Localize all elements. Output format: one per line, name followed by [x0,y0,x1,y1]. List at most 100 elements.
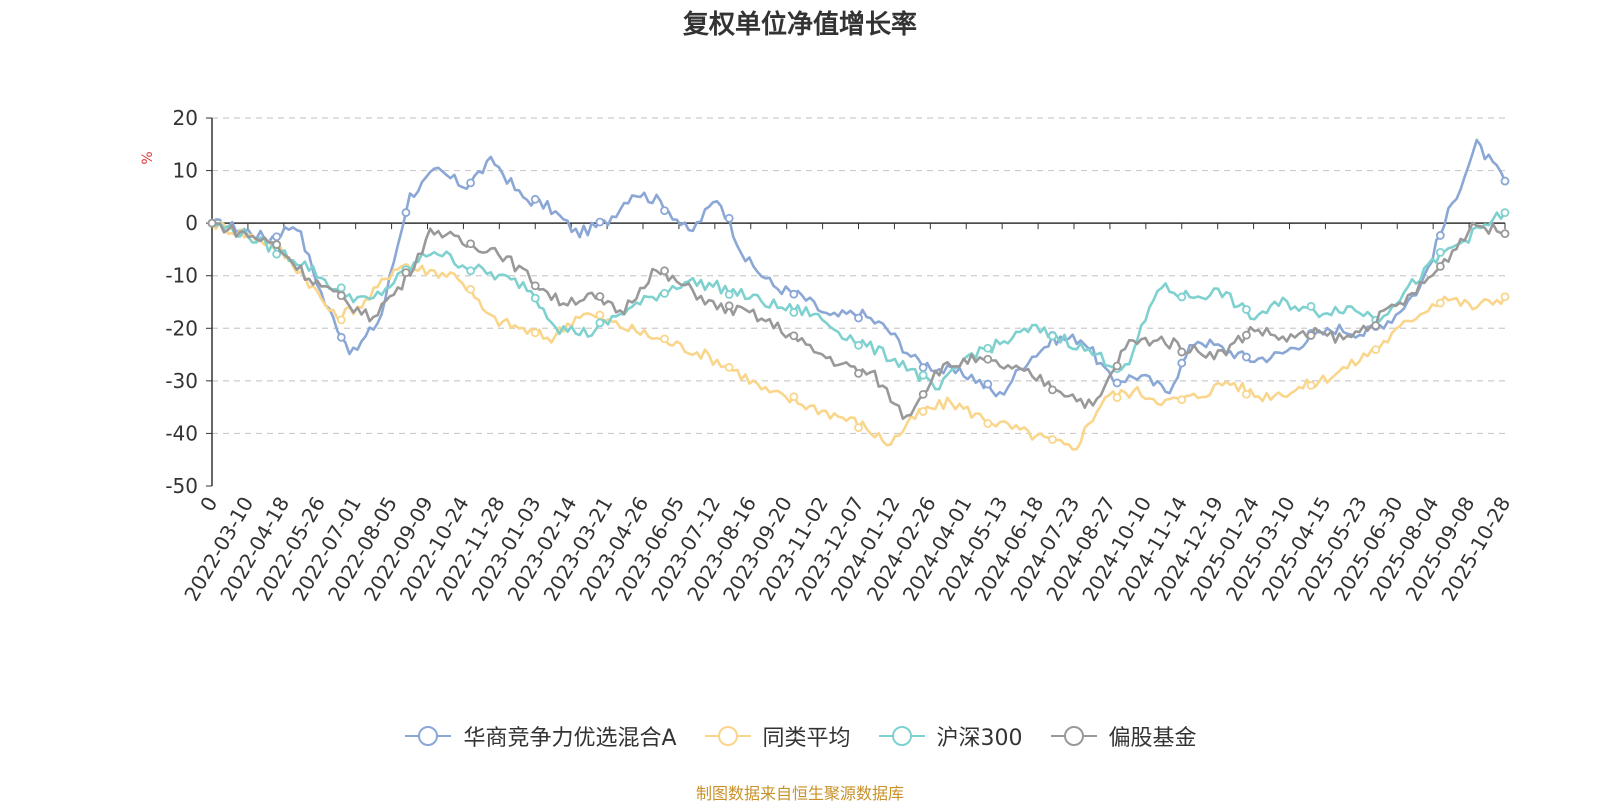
y-tick-label: 10 [173,159,198,183]
series-point [789,289,799,299]
legend-item[interactable]: 偏股基金 [1049,720,1197,752]
series-point [983,343,993,353]
series-point [660,288,669,298]
y-tick-label: 20 [173,106,198,130]
series-point [530,281,540,291]
legend-label: 同类平均 [762,726,851,751]
source-note: 制图数据来自恒生聚源数据库 [695,784,904,803]
series-point [854,313,863,323]
series-point [272,240,282,249]
series-point [595,318,605,328]
series-point [724,301,734,311]
legend-swatch-icon [405,726,452,746]
series-point [595,217,605,227]
series-3 [207,218,1510,420]
series-point [660,334,669,344]
series-point [1177,395,1187,405]
series-point [401,208,411,217]
series-point [1177,358,1187,368]
series-point [918,363,928,372]
series-point [530,194,540,204]
series-point [466,284,476,294]
series-point [1048,435,1057,444]
series-point [401,268,411,278]
line-chart: -50-40-30-20-100102002022-03-102022-04-1… [140,106,1515,605]
series-point [854,423,863,432]
series-point [983,354,993,364]
x-tick-label: 0 [195,493,222,516]
series-point [1435,231,1445,240]
series-point [854,340,863,350]
series-point [1048,331,1057,341]
series-point [1242,389,1251,399]
series-point [466,178,476,188]
series-point [1242,305,1251,314]
series-point [530,293,540,303]
series-lines [207,138,1510,451]
y-axis-unit-label: % [140,151,156,164]
legend-label: 偏股基金 [1108,726,1197,751]
series-point [466,239,476,249]
legend-swatch-icon [878,726,925,746]
y-tick-label: -50 [165,474,198,498]
series-point [336,315,346,325]
series-point [918,407,928,416]
series-point [336,332,346,342]
series-point [1048,385,1057,395]
y-tick-label: -30 [165,369,198,393]
series-point [1500,292,1510,302]
series-point [1435,298,1445,308]
series-point [336,283,346,293]
series-point [1371,321,1381,330]
y-tick-label: -20 [165,316,198,340]
series-point [983,379,993,389]
series-point [530,328,540,338]
series-point [1306,380,1316,390]
legend-swatch-icon [1050,726,1097,746]
series-point [660,206,669,216]
chart-title: 复权单位净值增长率 [682,10,917,40]
series-point [724,362,734,372]
axes: -50-40-30-20-100102002022-03-102022-04-1… [165,106,1515,605]
series-point [918,389,928,399]
y-tick-label: -10 [165,264,198,288]
legend-item[interactable]: 同类平均 [703,720,851,752]
series-point [1435,247,1445,257]
series-point [207,218,217,228]
series-point [466,266,476,276]
legend-item[interactable]: 华商竞争力优选混合A [403,720,677,752]
y-tick-label: 0 [185,211,198,235]
series-point [595,310,605,320]
series-point [1112,361,1122,371]
series-point [724,213,734,223]
series-point [336,291,346,301]
legend-item[interactable]: 沪深300 [877,720,1023,752]
legend-swatch-icon [704,726,751,746]
series-point [789,331,799,341]
series-point [724,290,734,299]
series-2 [207,208,1510,391]
legend-label: 华商竞争力优选混合A [463,726,677,751]
legend: 华商竞争力优选混合A 同类平均 沪深300 偏股基金 [0,720,1600,752]
legend-label: 沪深300 [936,726,1023,751]
series-point [1177,292,1187,302]
series-point [1500,229,1510,239]
series-point [272,232,282,242]
series-point [660,266,669,276]
series-point [1112,378,1122,388]
series-point [272,249,282,259]
series-point [983,419,993,428]
series-point [1242,352,1251,362]
series-point [595,292,605,301]
series-point [1242,330,1251,340]
y-tick-label: -40 [165,421,198,445]
series-point [1435,261,1445,271]
series-point [1500,176,1510,186]
series-point [789,307,799,317]
series-point [1306,301,1316,311]
series-point [1500,208,1510,218]
series-point [854,368,863,378]
series-point [1371,345,1381,355]
series-point [1177,347,1187,357]
series-line [211,211,1507,391]
